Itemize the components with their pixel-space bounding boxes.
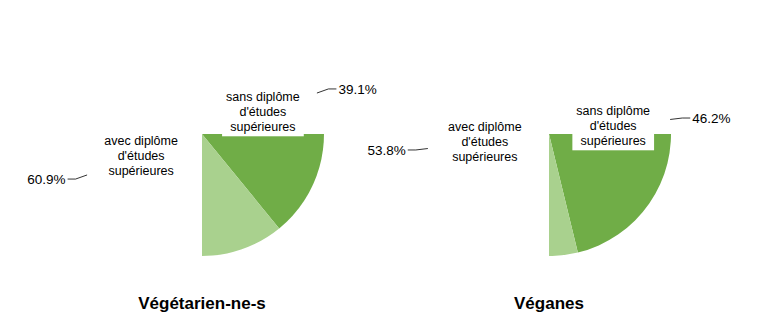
leader-line bbox=[68, 175, 87, 179]
category-label: sans diplômed'étudessupérieures bbox=[226, 90, 300, 134]
label-box bbox=[444, 118, 526, 166]
category-label: avec diplômed'étudessupérieures bbox=[104, 134, 178, 178]
chart-title: Végétarien-ne-s bbox=[138, 294, 266, 313]
category-label: sans diplômed'étudessupérieures bbox=[576, 104, 650, 148]
labels: sans diplômed'étudessupérieures 46.2% avec… bbox=[367, 102, 730, 165]
category-label: avec diplômed'étudessupérieures bbox=[448, 120, 522, 164]
category-label-group: avec diplômed'étudessupérieures bbox=[100, 132, 182, 180]
category-label-group: sans diplômed'étudessupérieures bbox=[572, 102, 654, 150]
chart-canvas: sans diplômed'étudessupérieures 39.1% avec… bbox=[0, 0, 764, 336]
data-label: 53.8% bbox=[367, 143, 405, 158]
pie-chart: sans diplômed'étudessupérieures 46.2% avec… bbox=[367, 12, 730, 313]
pie-slice bbox=[202, 134, 279, 256]
slices bbox=[549, 134, 671, 256]
category-label-group: avec diplômed'étudessupérieures bbox=[444, 118, 526, 166]
label-box bbox=[572, 102, 654, 150]
data-label: 60.9% bbox=[27, 172, 65, 187]
label-box bbox=[100, 132, 182, 180]
leader-line bbox=[317, 89, 336, 93]
data-label: 39.1% bbox=[338, 82, 376, 97]
category-label-group: sans diplômed'étudessupérieures bbox=[222, 88, 304, 136]
slices bbox=[202, 134, 324, 256]
leader-line bbox=[408, 149, 428, 150]
chart-title: Véganes bbox=[514, 294, 584, 313]
leader-line bbox=[670, 118, 690, 119]
pie-slice bbox=[549, 134, 578, 256]
label-box bbox=[222, 88, 304, 136]
labels: sans diplômed'étudessupérieures 39.1% avec… bbox=[27, 82, 376, 187]
data-label: 46.2% bbox=[692, 111, 730, 126]
pie-chart: sans diplômed'étudessupérieures 39.1% avec… bbox=[27, 12, 376, 313]
